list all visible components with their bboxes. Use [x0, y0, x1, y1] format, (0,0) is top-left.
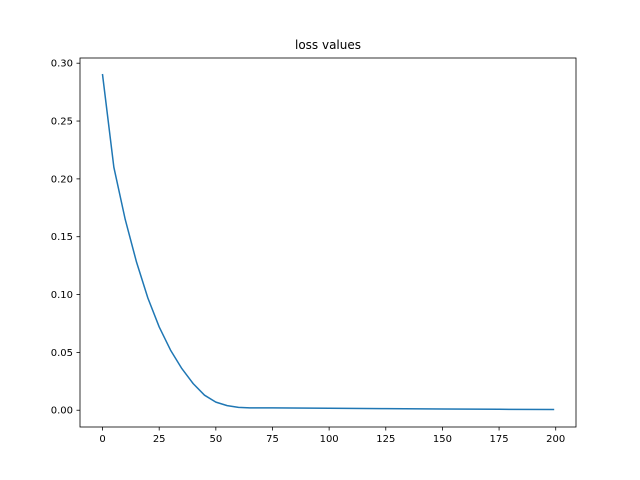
- y-tick-label: 0.30: [51, 59, 73, 70]
- loss-series-line: [101, 73, 555, 411]
- x-tick-label: 150: [433, 434, 452, 445]
- x-tick-label: 50: [209, 434, 222, 445]
- plot-frame: [79, 57, 577, 428]
- x-tick-label: 125: [376, 434, 395, 445]
- y-tick-label: 0.00: [51, 406, 73, 417]
- y-axis: 0.00 0.05 0.10 0.15 0.20 0.25 0.30: [51, 59, 80, 417]
- x-tick-label: 200: [546, 434, 565, 445]
- y-tick-label: 0.05: [51, 348, 73, 359]
- y-tick-label: 0.20: [51, 174, 73, 185]
- y-tick-label: 0.10: [51, 290, 73, 301]
- x-tick-label: 100: [320, 434, 339, 445]
- x-axis: 0 25 50 75 100 125 150 175 200: [99, 427, 565, 445]
- x-tick-label: 75: [266, 434, 279, 445]
- plot-area: [101, 73, 555, 411]
- x-tick-label: 0: [99, 434, 105, 445]
- y-tick-label: 0.15: [51, 232, 73, 243]
- x-tick-label: 25: [153, 434, 166, 445]
- y-tick-label: 0.25: [51, 117, 73, 128]
- chart-title: loss values: [295, 38, 361, 52]
- x-tick-label: 175: [490, 434, 509, 445]
